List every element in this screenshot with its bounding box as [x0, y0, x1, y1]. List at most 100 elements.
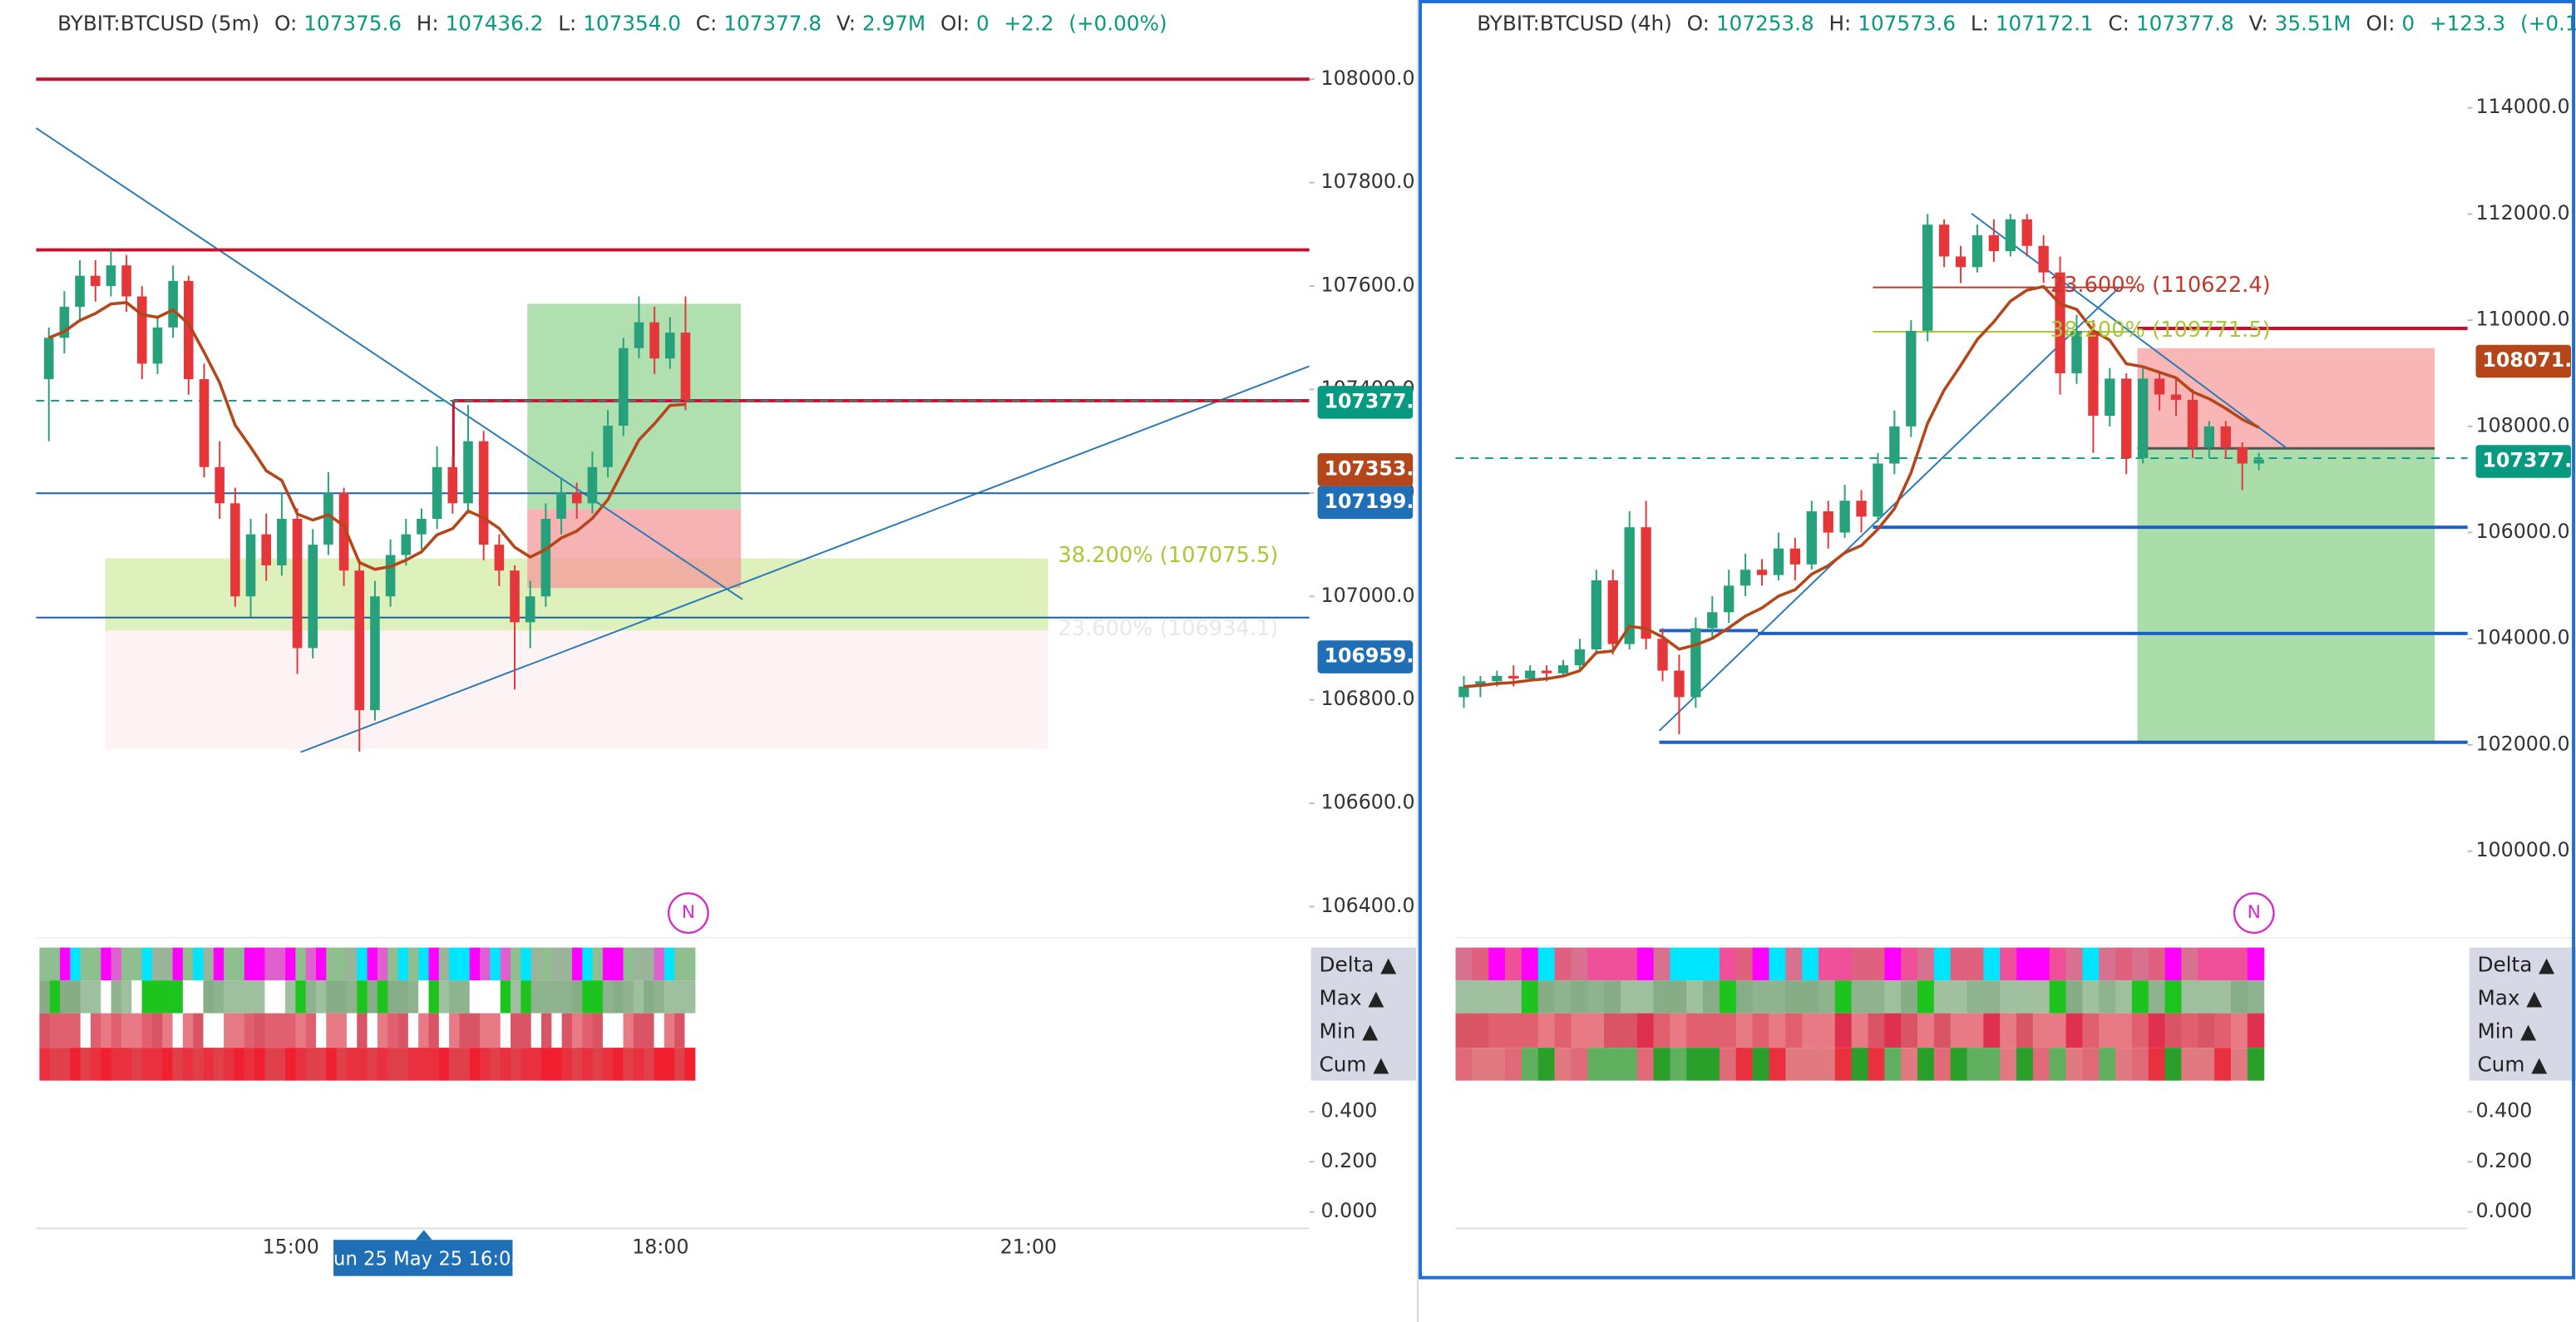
candle-body: [90, 275, 101, 287]
heatmap-cell: [336, 947, 348, 981]
heatmap-cell: [1488, 1013, 1506, 1048]
chart-panel: 114000.0 112000.0 110000.0 108000.0 106000.0…: [1455, 0, 2576, 1230]
heatmap-cell: [326, 1013, 338, 1048]
heatmap-cell: [418, 1013, 430, 1048]
heatmap-cell: [1571, 947, 1588, 981]
heatmap-cell: [1769, 1048, 1786, 1081]
indicator-label: Min ▲: [2477, 1019, 2536, 1043]
heatmap-cell: [151, 1013, 163, 1048]
heatmap-cell: [193, 1048, 205, 1081]
heatmap-cell: [1670, 1013, 1687, 1048]
heatmap-cell: [172, 1048, 184, 1081]
candle-body: [136, 296, 147, 364]
heatmap-cell: [2000, 980, 2017, 1014]
heatmap-cell: [387, 947, 399, 981]
heatmap-cell: [234, 980, 245, 1014]
indicator-label: Cum ▲: [1320, 1053, 1389, 1077]
change-percent: (+0.11%): [2520, 12, 2576, 36]
heatmap-cell: [1653, 980, 1671, 1014]
candle-body: [2154, 378, 2165, 395]
heatmap-cell: [633, 947, 644, 981]
heatmap-cell: [1686, 980, 1704, 1014]
candle-body: [463, 441, 473, 504]
heatmap-cell: [1620, 1013, 1638, 1048]
legend-header: BYBIT:BTCUSD (5m) O: 107375.6 H: 107436.2 L: 1…: [57, 12, 1167, 36]
y-tick-label: 108000.0: [2475, 413, 2569, 437]
price-label: 107199.4: [1324, 490, 1427, 513]
heatmap-cell: [1653, 1048, 1671, 1081]
heatmap-cell: [530, 947, 542, 981]
heatmap-cell: [2181, 1048, 2198, 1081]
heatmap-cell: [480, 947, 491, 981]
candle-body: [664, 333, 675, 359]
candle-body: [1657, 639, 1668, 671]
heatmap-cell: [315, 980, 327, 1014]
heatmap-cell: [1802, 980, 1819, 1014]
field-value: 107573.6: [1858, 12, 1956, 36]
heatmap-cell: [2049, 1013, 2067, 1048]
candle-body: [2071, 330, 2082, 373]
heatmap-cell: [1636, 1013, 1655, 1048]
heatmap-cell: [244, 980, 255, 1014]
heatmap-cell: [213, 1048, 225, 1081]
heatmap-cell: [623, 980, 634, 1014]
heatmap-cell: [2049, 1048, 2067, 1081]
candle-body: [2237, 447, 2248, 464]
heatmap-cell: [1983, 947, 2001, 981]
heatmap-cell: [49, 1013, 61, 1048]
candle-body: [2170, 394, 2182, 400]
heatmap-cell: [1901, 1013, 1918, 1048]
heatmap-cell: [407, 1048, 419, 1081]
crosshair-time-bg: [333, 1240, 513, 1276]
heatmap-cell: [80, 980, 91, 1014]
trend-line: [35, 127, 743, 600]
candle-body: [432, 466, 442, 519]
heatmap-cell: [1670, 1048, 1687, 1081]
indicator-tick-label: 0.200: [1321, 1149, 1378, 1172]
heatmap-cell: [511, 1013, 521, 1048]
heatmap-cell: [644, 1013, 655, 1048]
heatmap-cell: [1884, 980, 1902, 1014]
field-value: 2.97M: [862, 12, 925, 36]
heatmap-cell: [1818, 1048, 1836, 1081]
indicator-label-bg: [2469, 947, 2576, 1081]
heatmap-cell: [1785, 1013, 1803, 1048]
heatmap-cell: [684, 1013, 696, 1048]
heatmap-cell: [428, 947, 440, 981]
heatmap-cell: [613, 980, 624, 1014]
heatmap-cell: [644, 980, 655, 1014]
heatmap-cell: [213, 980, 225, 1014]
y-tick-label: 104000.0: [2475, 626, 2569, 649]
heatmap-cell: [326, 980, 338, 1014]
candle-body: [2021, 219, 2032, 246]
heatmap-cell: [1537, 947, 1556, 981]
heatmap-cell: [1752, 1048, 1770, 1081]
heatmap-cell: [131, 980, 143, 1014]
heatmap-cell: [203, 1013, 215, 1048]
heatmap-cell: [561, 1013, 573, 1048]
heatmap-cell: [182, 980, 194, 1014]
candle-body: [2005, 219, 2016, 252]
candle-body: [168, 280, 178, 328]
heatmap-cell: [2214, 947, 2232, 981]
heatmap-cell: [664, 1048, 675, 1081]
heatmap-cell: [101, 1048, 112, 1081]
heatmap-cell: [264, 1013, 276, 1048]
heatmap-cell: [346, 947, 358, 981]
heatmap-cell: [438, 947, 450, 981]
heatmap-cell: [480, 1013, 491, 1048]
heatmap-cell: [551, 980, 563, 1014]
heatmap-cell: [1735, 1048, 1754, 1081]
candle-body: [292, 518, 303, 649]
heatmap-cell: [1587, 947, 1605, 981]
heatmap-cell: [1834, 947, 1853, 981]
heatmap-cell: [274, 947, 286, 981]
candle-body: [1724, 585, 1735, 613]
heatmap-cell: [377, 1013, 388, 1048]
crosshair-time: Sun 25 May 25 16:05: [322, 1248, 523, 1270]
heatmap-cell: [141, 1013, 153, 1048]
candle-body: [1574, 649, 1586, 666]
candle-body: [121, 265, 131, 297]
candle-body: [2253, 459, 2264, 464]
heatmap-cell: [1752, 947, 1770, 981]
